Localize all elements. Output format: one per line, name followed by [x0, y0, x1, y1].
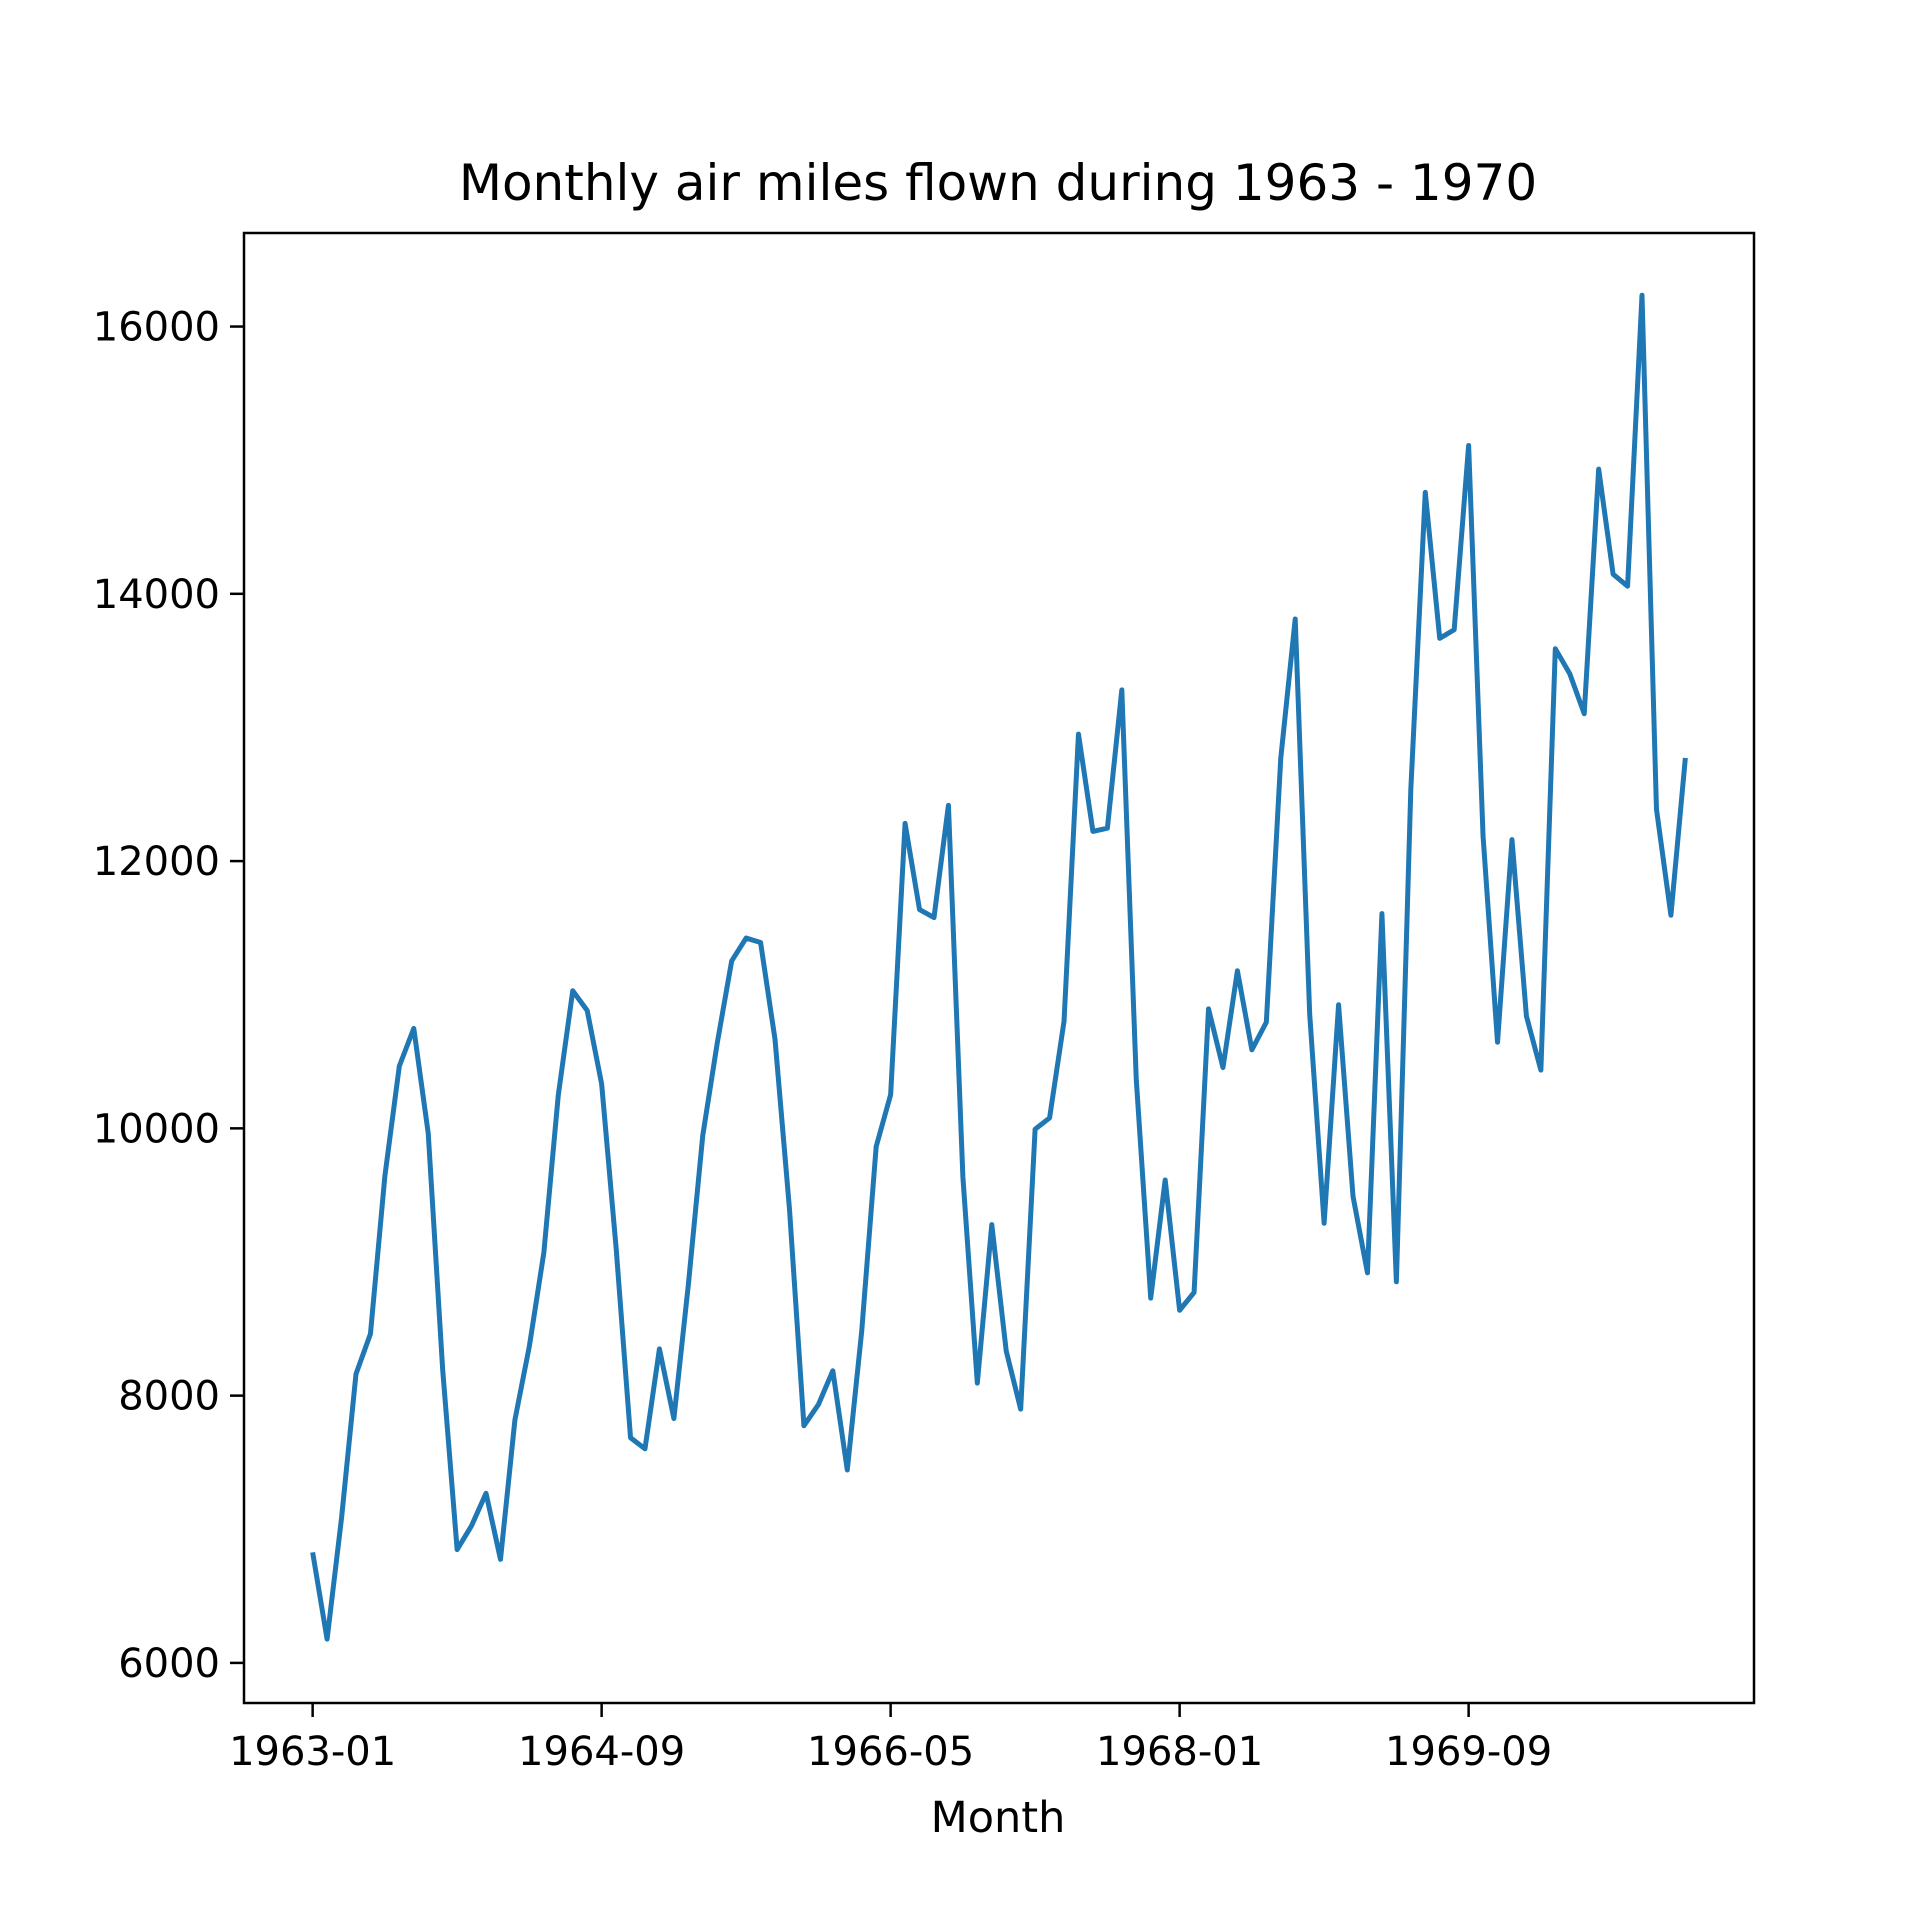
- x-tick-label: 1969-09: [1385, 1729, 1552, 1775]
- y-tick-label: 14000: [93, 572, 220, 618]
- y-tick-label: 6000: [118, 1641, 220, 1687]
- y-tick-label: 8000: [118, 1374, 220, 1420]
- x-tick-label: 1966-05: [807, 1729, 974, 1775]
- x-tick-label: 1963-01: [229, 1729, 396, 1775]
- plot-area: [310, 292, 1688, 1642]
- plot-frame: [242, 231, 1756, 1705]
- y-tick-label: 12000: [93, 839, 220, 885]
- x-tick-label: 1964-09: [518, 1729, 685, 1775]
- y-axis: 6000 8000 10000 12000 14000 16000: [93, 305, 244, 1687]
- x-axis-label: Month: [931, 1793, 1066, 1843]
- y-tick-label: 16000: [93, 305, 220, 351]
- x-axis: 1963-01 1964-09 1966-05 1968-01 1969-09: [229, 1703, 1552, 1775]
- chart-title: Monthly air miles flown during 1963 - 19…: [459, 154, 1537, 212]
- y-tick-label: 10000: [93, 1106, 220, 1152]
- series-line-0: [310, 292, 1688, 1642]
- x-tick-label: 1968-01: [1096, 1729, 1263, 1775]
